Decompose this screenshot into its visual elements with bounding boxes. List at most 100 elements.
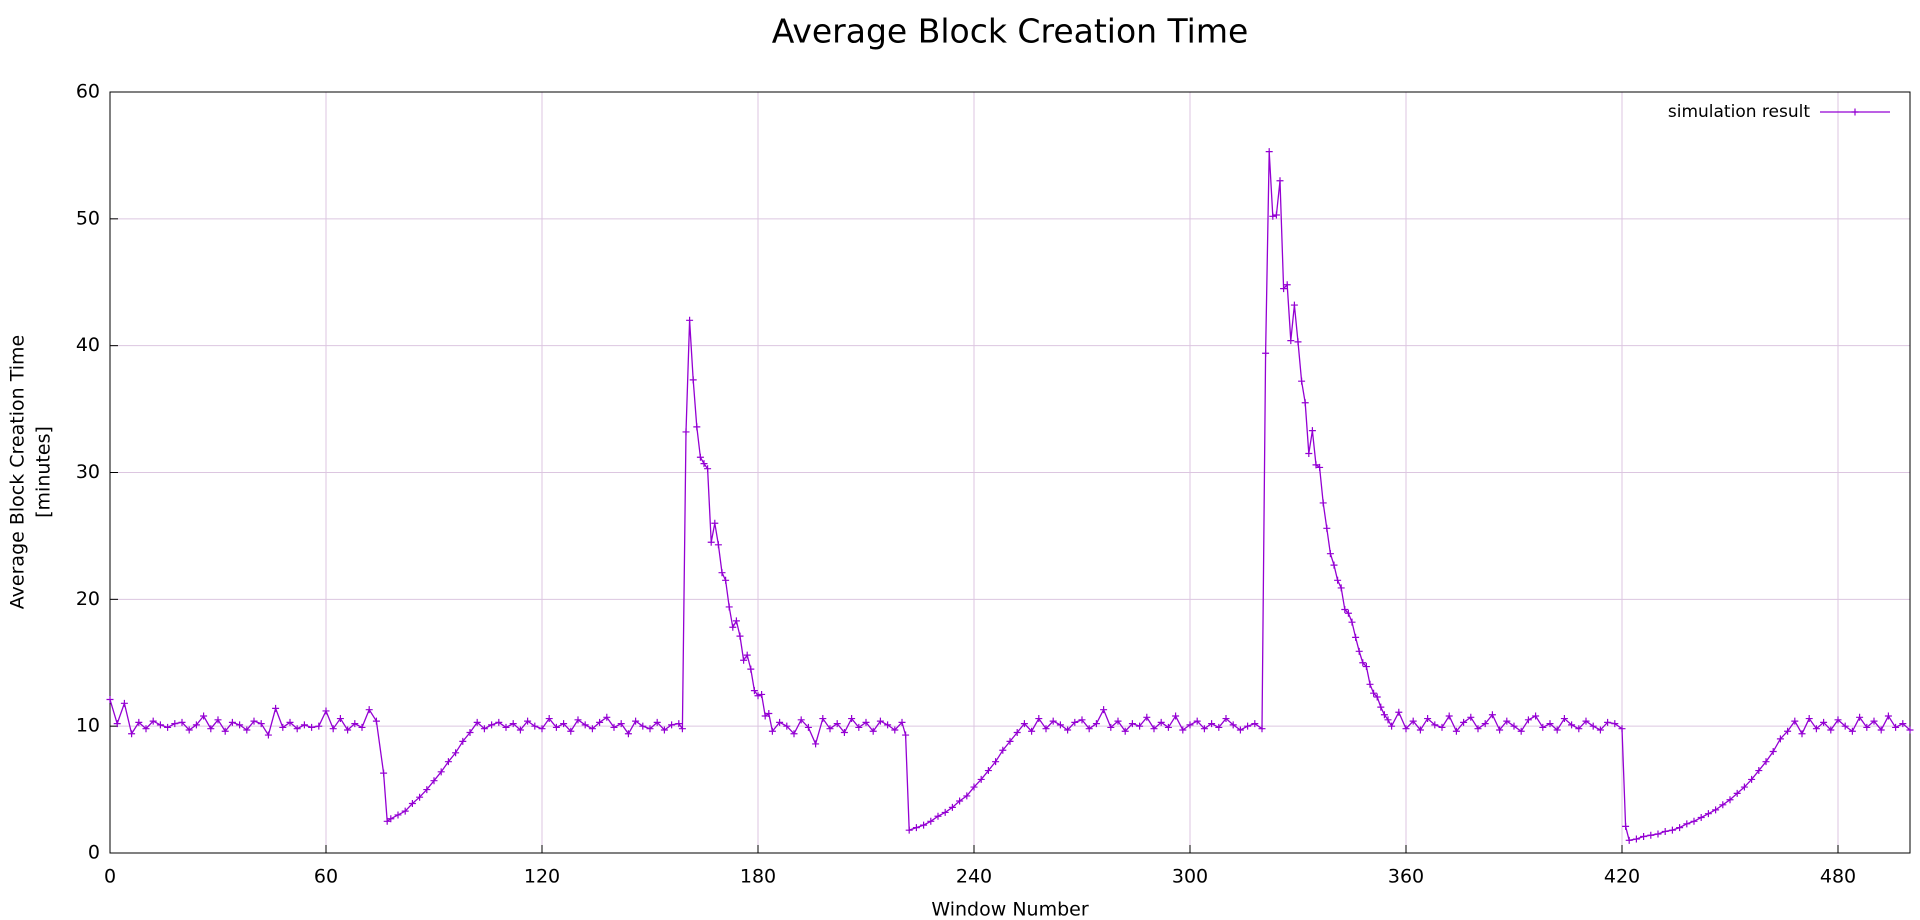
data-point: [1028, 727, 1036, 735]
data-point: [1269, 212, 1277, 220]
data-point: [142, 725, 150, 733]
data-point: [1370, 689, 1378, 697]
data-point: [416, 793, 424, 801]
data-point: [754, 692, 762, 700]
data-point: [185, 726, 193, 734]
x-tick-label: 300: [1172, 866, 1208, 888]
data-point: [272, 704, 280, 712]
data-point: [1222, 715, 1230, 723]
data-point: [1697, 813, 1705, 821]
data-point: [408, 800, 416, 808]
data-point: [1496, 726, 1504, 734]
data-point: [567, 727, 575, 735]
data-point: [596, 718, 604, 726]
data-point: [1776, 735, 1784, 743]
data-point: [1013, 729, 1021, 737]
data-point: [1611, 720, 1619, 728]
data-point: [1287, 337, 1295, 345]
data-point: [660, 726, 668, 734]
data-point: [1856, 713, 1864, 721]
data-point: [1262, 349, 1270, 357]
data-point: [1362, 663, 1370, 671]
data-point: [970, 783, 978, 791]
data-point: [524, 717, 532, 725]
x-tick-label: 0: [104, 866, 116, 888]
data-point: [1323, 524, 1331, 532]
data-point: [1553, 726, 1561, 734]
data-point: [1042, 725, 1050, 733]
data-point: [1092, 720, 1100, 728]
data-point: [1283, 281, 1291, 289]
data-point: [1452, 727, 1460, 735]
data-point: [1820, 718, 1828, 726]
data-point: [826, 725, 834, 733]
data-point: [1298, 377, 1306, 385]
x-tick-label: 180: [740, 866, 776, 888]
data-point: [279, 723, 287, 731]
data-point: [1740, 783, 1748, 791]
data-point: [758, 690, 766, 698]
y-tick-label: 0: [88, 842, 100, 864]
data-point: [689, 376, 697, 384]
data-point: [941, 808, 949, 816]
data-point: [1308, 427, 1316, 435]
data-point: [149, 717, 157, 725]
data-point: [855, 723, 863, 731]
data-point: [365, 706, 373, 714]
data-point: [329, 725, 337, 733]
data-point: [1589, 722, 1597, 730]
data-point: [1020, 720, 1028, 728]
data-point: [819, 715, 827, 723]
data-point: [1330, 561, 1338, 569]
data-point: [776, 718, 784, 726]
data-point: [437, 768, 445, 776]
data-point: [1179, 726, 1187, 734]
data-point: [1326, 550, 1334, 558]
data-point: [999, 746, 1007, 754]
data-point: [1827, 726, 1835, 734]
data-point: [696, 453, 704, 461]
data-point: [797, 716, 805, 724]
data-point: [927, 817, 935, 825]
data-point: [891, 726, 899, 734]
data-point: [495, 718, 503, 726]
data-point: [581, 721, 589, 729]
plot-frame: [109, 91, 1911, 854]
data-point: [902, 731, 910, 739]
data-point: [228, 718, 236, 726]
data-point: [1654, 830, 1662, 838]
data-point: [1841, 722, 1849, 730]
data-point: [106, 696, 114, 704]
data-point: [1532, 712, 1540, 720]
data-point: [1265, 148, 1273, 156]
data-point: [1719, 801, 1727, 809]
data-point: [1348, 618, 1356, 626]
data-point: [1049, 717, 1057, 725]
data-point: [383, 817, 391, 825]
data-point: [1290, 301, 1298, 309]
data-point: [1712, 806, 1720, 814]
data-point: [1704, 810, 1712, 818]
data-point: [948, 803, 956, 811]
data-point: [678, 725, 686, 733]
data-point: [1560, 715, 1568, 723]
data-point: [1805, 715, 1813, 723]
data-point: [293, 725, 301, 733]
data-point: [740, 656, 748, 664]
data-point: [545, 715, 553, 723]
data-point: [714, 541, 722, 549]
data-point: [732, 617, 740, 625]
data-point: [624, 730, 632, 738]
data-point: [1344, 609, 1352, 617]
data-point: [920, 821, 928, 829]
data-point: [1071, 718, 1079, 726]
data-point: [1056, 721, 1064, 729]
data-point: [120, 699, 128, 707]
data-point: [1380, 711, 1388, 719]
x-tick-label: 240: [956, 866, 992, 888]
data-point: [884, 721, 892, 729]
data-point: [531, 722, 539, 730]
data-point: [1668, 826, 1676, 834]
data-point: [1877, 726, 1885, 734]
